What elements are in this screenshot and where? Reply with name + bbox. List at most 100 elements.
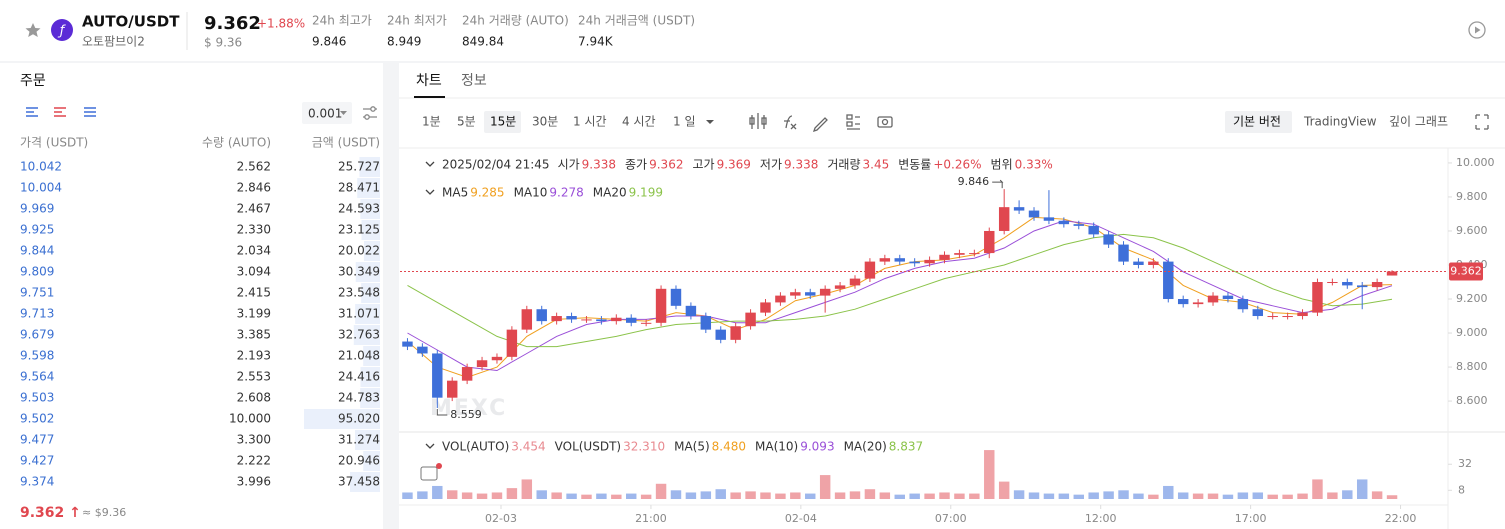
pair: AUTO/USDT [82,13,180,31]
ask-qty: 3.996 [237,475,271,489]
tool-icons[interactable] [749,113,1489,133]
volume-bar [446,490,458,499]
candle-body [1371,282,1383,288]
volume-bar [611,494,622,499]
x-tick-label: 21:00 [635,512,667,525]
ma-line [407,233,1393,348]
volume-bar [1237,492,1249,499]
volume-bar [402,492,413,499]
volume-bar [819,475,831,499]
legend-text: VOL(USDT) [555,440,621,454]
favorite-star[interactable] [25,23,41,37]
ask-qty: 2.562 [237,160,271,174]
candle-body [998,207,1010,231]
y-tick-label: 8.600 [1456,394,1488,407]
volume-bar [1282,494,1293,499]
legend-text: 9.285 [470,186,504,200]
last-price-box [1449,262,1483,281]
info-chevron[interactable] [425,161,435,167]
interval[interactable]: 30분 [532,115,558,129]
ask-qty: 2.415 [237,286,271,300]
ask-amount: 31.071 [338,307,380,321]
candle-body [730,326,741,340]
interval[interactable]: 5분 [457,115,476,129]
candle-body [834,285,846,289]
candle-body [1312,282,1323,313]
candle-body [1252,309,1264,317]
legend-text: 변동률 [898,158,931,172]
legend-text: 저가 [760,158,782,172]
view-option[interactable]: 기본 버전 [1233,115,1281,129]
volume-bar [461,492,473,499]
candle-body [790,292,801,296]
candle-body [700,316,712,330]
legend-text: 8.480 [712,440,746,454]
ask-amount: 95.020 [338,412,380,426]
x-tick-label: 02-03 [485,512,517,525]
legend-text: 범위 [991,158,1013,172]
volume-bar [1342,490,1353,499]
filter-icon[interactable] [363,106,377,120]
volume-bar [1148,494,1159,499]
candle-body [1148,261,1159,265]
interval-caret[interactable] [706,120,714,124]
ma-line [407,220,1393,372]
candle-body [1237,299,1249,310]
candle-body [461,367,473,381]
play-glyph [1475,26,1481,34]
ask-qty: 2.330 [237,223,271,237]
candle-body [402,341,413,347]
book-mode-icons[interactable] [26,107,96,117]
volume-bar [894,494,905,499]
legend-text: 2025/02/04 21:45 [442,158,550,172]
volume-bar [1386,495,1398,499]
token-glyph: ƒ [57,24,67,39]
stat-label: 24h 최고가 [312,14,372,28]
candle-body [745,312,756,327]
candle-body [1133,261,1144,265]
volume-bar [1058,493,1070,499]
volume-bar [491,492,503,499]
ma-chevron[interactable] [425,189,435,195]
token-name: 오토팜브이2 [82,35,145,49]
ask-amount: 24.593 [338,202,380,216]
interval[interactable]: 1 시간 [573,115,607,129]
interval[interactable]: 4 시간 [622,115,656,129]
volume-bar [954,493,965,499]
interval[interactable]: 1 일 [673,115,696,129]
legend-text: 거래량 [827,158,860,172]
vol-chevron[interactable] [425,443,435,449]
chat-icon[interactable] [420,463,442,481]
volume-bar [879,492,891,499]
candle-body [506,329,518,357]
ask-qty: 2.193 [237,349,271,363]
legend-text: 9.093 [800,440,834,454]
ask-amount: 24.416 [338,370,380,384]
play-button[interactable] [1468,21,1486,39]
watermark: MEXC [430,396,507,421]
ask-qty: 10.000 [229,412,271,426]
volume-bar [506,488,518,499]
interval[interactable]: 1분 [422,115,441,129]
candle-body [879,258,891,262]
volume-bar [432,485,443,499]
volume-bar [1297,493,1308,499]
stat-value: 7.94K [578,35,614,49]
y-tick-label: 10.000 [1456,156,1495,169]
candle-body [670,288,682,306]
candle-body [566,316,577,320]
interval[interactable]: 15분 [490,115,516,129]
ask-price: 9.713 [20,307,54,321]
stat-label: 24h 거래금액 (USDT) [578,14,695,28]
ask-price: 9.844 [20,244,54,258]
view-option[interactable]: 깊이 그래프 [1389,115,1448,129]
view-option[interactable]: TradingView [1303,115,1377,129]
tab[interactable]: 정보 [461,73,487,89]
tab[interactable]: 차트 [416,73,442,89]
step-select[interactable] [302,102,352,124]
volume-bar [1356,479,1368,499]
candle-body [1058,220,1070,225]
candle-body [611,317,622,322]
volume-bar [521,479,533,499]
